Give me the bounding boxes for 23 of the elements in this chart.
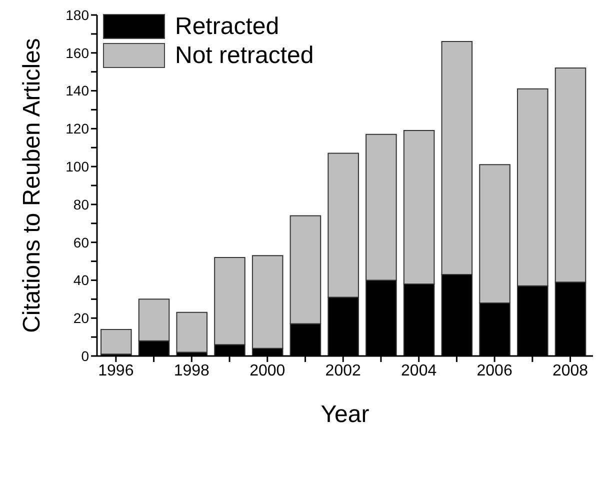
legend-label: Not retracted xyxy=(175,42,314,70)
y-tick-label: 0 xyxy=(81,348,90,364)
y-tick-label: 40 xyxy=(73,272,90,288)
legend-label: Retracted xyxy=(175,12,280,40)
x-axis-title: Year xyxy=(320,401,370,428)
bar xyxy=(176,312,208,353)
y-tick-label: 180 xyxy=(66,6,90,23)
y-tick-label: 60 xyxy=(73,234,90,250)
y-tick-label: 160 xyxy=(66,44,90,61)
y-tick-label: 140 xyxy=(66,82,90,99)
x-tick-label: 1996 xyxy=(98,362,134,380)
x-tick-label: 2004 xyxy=(401,362,437,380)
bar xyxy=(100,328,132,355)
y-tick-label: 100 xyxy=(66,158,90,175)
y-axis-title: Citations to Reuben Articles xyxy=(18,38,46,333)
x-tick-label: 2000 xyxy=(250,362,286,380)
y-tick-label: 120 xyxy=(66,120,90,137)
x-tick-label: 2002 xyxy=(325,362,362,380)
x-tick-label: 2008 xyxy=(552,362,588,380)
x-tick-label: 1998 xyxy=(174,362,210,380)
x-tick-label: 2006 xyxy=(476,362,512,380)
y-tick-label: 20 xyxy=(73,310,90,326)
y-tick-label: 80 xyxy=(73,196,90,212)
